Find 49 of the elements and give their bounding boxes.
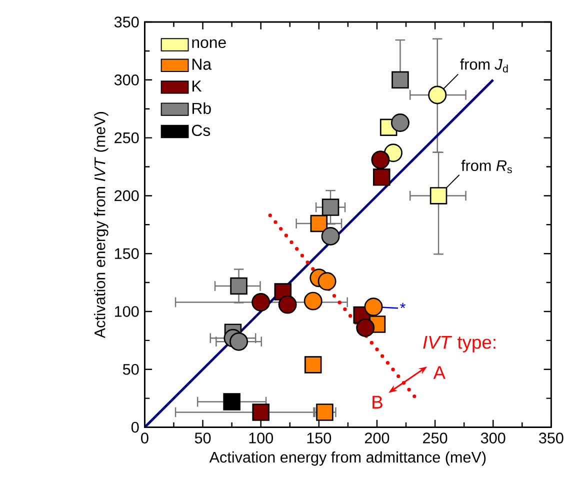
point bbox=[356, 318, 375, 337]
point bbox=[252, 292, 270, 312]
y-tick-label: 0 bbox=[131, 422, 139, 432]
legend-label: Na bbox=[192, 58, 212, 70]
legend-label: none bbox=[192, 39, 226, 48]
annotation: from R$_{s}$ bbox=[461, 160, 512, 173]
point bbox=[252, 403, 270, 421]
x-tick-label: 250 bbox=[423, 432, 448, 444]
y-tick-label: 300 bbox=[114, 74, 139, 86]
point bbox=[230, 277, 248, 294]
point bbox=[223, 392, 240, 410]
legend-label: K bbox=[192, 80, 202, 92]
point bbox=[372, 168, 390, 186]
point bbox=[304, 356, 322, 374]
x-tick-label: 100 bbox=[249, 432, 274, 444]
annotation: from J$_{d}$ bbox=[460, 58, 508, 72]
point bbox=[371, 150, 390, 169]
annotation: IVT type: bbox=[423, 336, 496, 352]
point bbox=[278, 295, 297, 314]
x-tick-label: 50 bbox=[194, 432, 211, 444]
point bbox=[230, 332, 248, 351]
x-tick-label: 150 bbox=[307, 432, 332, 444]
point bbox=[364, 297, 383, 316]
point bbox=[322, 198, 340, 216]
point bbox=[318, 272, 336, 290]
point bbox=[310, 214, 328, 232]
x-tick-label: 200 bbox=[364, 432, 390, 444]
x-axis-title: Activation energy from admittance (meV) bbox=[209, 451, 486, 466]
annotation: * bbox=[400, 302, 406, 308]
x-tick-label: 350 bbox=[538, 432, 564, 444]
x-tick-label: 300 bbox=[480, 432, 506, 444]
point bbox=[430, 186, 448, 204]
y-tick-label: 350 bbox=[114, 16, 139, 28]
point bbox=[428, 86, 447, 104]
point bbox=[390, 113, 410, 132]
annotation: A bbox=[433, 366, 446, 379]
y-tick-label: 150 bbox=[115, 248, 139, 259]
y-tick-label: 200 bbox=[114, 190, 139, 201]
y-axis-title: Activation energy from IVT (meV) bbox=[94, 112, 108, 338]
point bbox=[392, 71, 409, 88]
annotation: B bbox=[372, 396, 382, 408]
legend-label: Cs bbox=[192, 124, 210, 136]
legend-label: Rb bbox=[192, 102, 211, 114]
point bbox=[321, 226, 340, 246]
y-tick-label: 100 bbox=[115, 306, 139, 317]
x-tick-label: 0 bbox=[141, 432, 148, 444]
point bbox=[304, 292, 322, 310]
y-tick-label: 250 bbox=[114, 132, 139, 144]
y-tick-label: 50 bbox=[122, 364, 139, 375]
